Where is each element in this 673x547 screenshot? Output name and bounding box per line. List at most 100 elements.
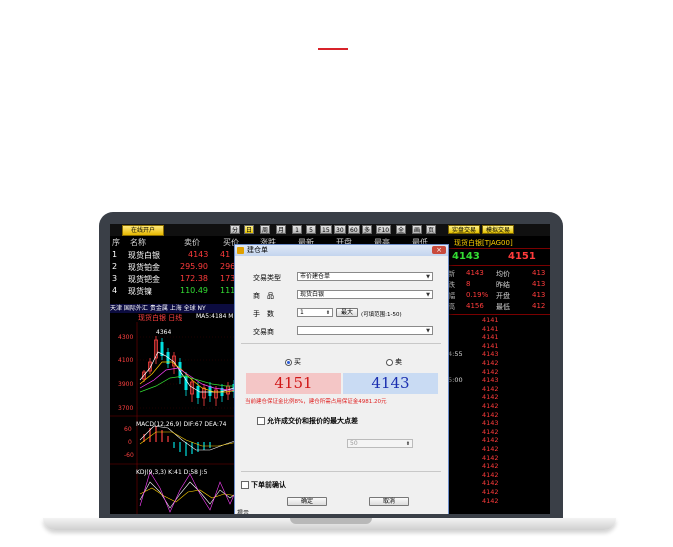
app-icon (237, 247, 244, 254)
product-select[interactable]: 现货白银 ▼ (297, 290, 433, 299)
timeframe-button[interactable]: 15 (320, 225, 332, 234)
tick-row: 4142 (448, 359, 550, 367)
tick-row: 4:55 4143 (448, 350, 550, 358)
tick-time: 5:00 (448, 376, 463, 385)
tick-price: 4142 (482, 367, 499, 376)
stat-l: 高 (448, 303, 455, 311)
y-tick: 4100 (118, 357, 133, 364)
y-tick: 3700 (118, 405, 133, 412)
allow-diff-checkbox[interactable] (257, 417, 265, 425)
divider (241, 343, 441, 344)
exchange-select[interactable]: ▼ (297, 326, 433, 335)
chevron-down-icon: ▼ (426, 328, 430, 334)
allow-diff-label: 允许成交价和报价的最大点差 (267, 417, 358, 425)
timeframe-button[interactable]: 1 (292, 225, 302, 234)
timeframe-button[interactable]: 分 (230, 225, 241, 234)
lots-value: 1 (300, 309, 304, 316)
buy-price-display: 4151 (508, 251, 536, 262)
tick-price: 4142 (482, 402, 499, 410)
close-button[interactable]: × (432, 246, 446, 254)
stat-k: 最低 (496, 303, 510, 311)
tick-row: 4142 (448, 454, 550, 462)
sell-price-display: 4143 (452, 251, 480, 262)
exchange-label: 交易商 (253, 328, 274, 336)
confirm-before-checkbox[interactable] (241, 481, 249, 489)
trade-type-select[interactable]: 市价建仓单 ▼ (297, 272, 433, 281)
row-sell: 4143 (188, 250, 209, 259)
accent-line (318, 48, 348, 50)
trade-type-label: 交易类型 (253, 274, 281, 282)
tick-price: 4141 (482, 324, 499, 333)
chart-title: 现货白银 日线 (138, 314, 183, 322)
buy-price-box[interactable]: 4151 (246, 373, 341, 394)
dialog-titlebar[interactable]: 建仓单 × (235, 245, 448, 256)
tick-row: 5:00 4143 (448, 376, 550, 384)
cancel-button[interactable]: 取消 (369, 497, 409, 506)
stat-k: 开盘 (496, 292, 510, 300)
tick-row: 4142 (448, 479, 550, 487)
sell-radio[interactable] (386, 359, 393, 366)
quote-row[interactable]: 2 现货铂金 295.90 296. (110, 261, 250, 273)
tick-price: 4142 (482, 445, 499, 453)
divider (448, 265, 550, 266)
stat-k: 昨结 (496, 281, 510, 289)
stat-v: 4156 (466, 302, 484, 310)
buy-label: 买 (294, 358, 301, 366)
timeframe-button[interactable]: 5 (306, 225, 316, 234)
kline-chart[interactable]: 4364 4300 4100 3900 3700 60 0 -60 (110, 322, 240, 514)
timeframe-button[interactable]: 多 (362, 225, 373, 234)
timeframe-button[interactable]: 日 (244, 225, 255, 234)
trade-type-value: 市价建仓单 (300, 273, 331, 280)
product-label: 商 品 (253, 292, 274, 300)
stat-v: 0.19% (466, 291, 489, 299)
col-header: 最新 (298, 238, 314, 247)
ok-button[interactable]: 确定 (287, 497, 327, 506)
tick-row: 4142 (448, 428, 550, 436)
timeframe-button[interactable]: 30 (334, 225, 346, 234)
quote-row[interactable]: 4 现货镍 110.49 111. (110, 285, 250, 297)
tick-price: 4142 (482, 470, 499, 479)
row-no: 3 (112, 274, 118, 283)
quote-row[interactable]: 3 现货钯金 172.38 173. (110, 273, 250, 285)
max-diff-stepper[interactable]: 50 ⬍ (347, 439, 413, 448)
stat-v2: 413 (532, 280, 546, 288)
tick-row: 4141 (448, 325, 550, 333)
quote-table-header: 序 名称 卖价 买价 涨跌 最新 开盘 最高 最低 (110, 236, 455, 247)
demo-trade-button[interactable]: 模拟交易 (482, 225, 515, 234)
stat-v2: 413 (532, 291, 546, 299)
buy-radio[interactable] (285, 359, 292, 366)
row-no: 1 (112, 250, 118, 259)
open-account-button[interactable]: 在线开户 (122, 225, 164, 236)
tick-price: 4142 (482, 462, 499, 471)
sell-label: 卖 (395, 358, 402, 366)
timeframe-button[interactable]: 页 (426, 225, 437, 234)
tick-price: 4141 (482, 341, 499, 350)
stat-l: 跌 (448, 281, 455, 289)
row-sell: 295.90 (180, 262, 208, 271)
live-trade-button[interactable]: 实盘交易 (448, 225, 481, 234)
row-no: 2 (112, 262, 118, 271)
tick-price: 4142 (482, 453, 499, 462)
tick-price: 4141 (482, 333, 499, 342)
quote-row[interactable]: 1 现货白银 4143 41 (110, 249, 250, 261)
tick-row: 4142 (448, 411, 550, 419)
market-tabs[interactable]: 天津 国际外汇 贵金属 上海 全球 NY (110, 304, 240, 313)
timeframe-button[interactable]: 画 (412, 225, 423, 234)
timeframe-button[interactable]: 全 (396, 225, 407, 234)
timeframe-button[interactable]: F10 (376, 225, 392, 234)
lots-stepper[interactable]: 1 ⬍ (297, 308, 333, 317)
row-buy: 111. (220, 286, 238, 295)
row-no: 4 (112, 286, 118, 295)
sell-price-box[interactable]: 4143 (343, 373, 438, 394)
timeframe-button[interactable]: 月 (276, 225, 287, 234)
row-name: 现货镍 (128, 287, 152, 296)
stat-l: 幅 (448, 292, 455, 300)
col-header: 买价 (223, 238, 239, 247)
timeframe-button[interactable]: 周 (260, 225, 271, 234)
tick-price: 4142 (482, 488, 499, 496)
max-lots-button[interactable]: 最大 (336, 308, 358, 317)
timeframe-button[interactable]: 60 (348, 225, 360, 234)
tick-price: 4142 (482, 410, 499, 419)
row-name: 现货钯金 (128, 275, 160, 284)
chevron-down-icon: ▼ (426, 274, 430, 280)
